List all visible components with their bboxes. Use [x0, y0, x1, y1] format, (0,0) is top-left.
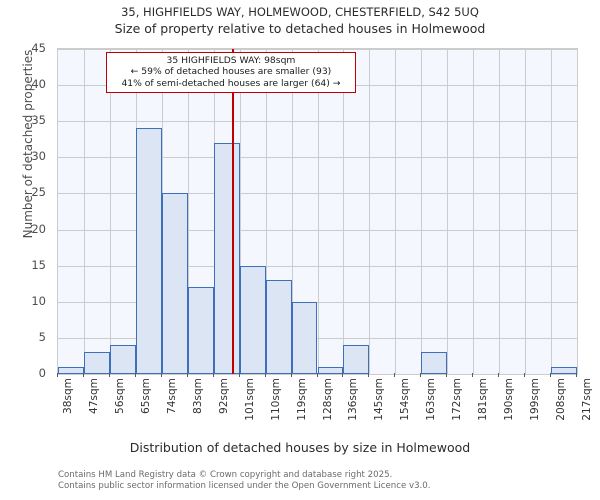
histogram-bar — [317, 366, 344, 374]
chart-title-block: 35, HIGHFIELDS WAY, HOLMEWOOD, CHESTERFI… — [0, 4, 600, 37]
footer-line-1: Contains HM Land Registry data © Crown c… — [58, 470, 393, 480]
histogram-bar — [239, 265, 266, 374]
x-tick-label: 110sqm — [269, 378, 282, 421]
x-tick-label: 181sqm — [477, 378, 490, 421]
x-tick-mark — [446, 373, 448, 377]
histogram-bar — [291, 301, 318, 374]
property-size-marker-line — [231, 49, 234, 374]
y-tick-label: 15 — [31, 257, 46, 272]
histogram-bar — [109, 345, 136, 374]
x-tick-mark — [342, 373, 344, 377]
x-tick-label: 154sqm — [399, 378, 412, 421]
y-tick-label: 25 — [31, 185, 46, 200]
x-tick-mark — [576, 373, 577, 377]
gridline-vertical — [551, 49, 553, 374]
y-tick-label: 45 — [31, 41, 46, 55]
histogram-bar — [83, 352, 110, 374]
x-tick-label: 74sqm — [165, 378, 178, 415]
x-tick-label: 128sqm — [321, 378, 334, 421]
x-tick-mark — [550, 373, 552, 377]
x-tick-mark — [420, 373, 422, 377]
gridline-vertical — [499, 49, 501, 374]
x-tick-mark — [394, 373, 396, 377]
histogram-bar — [187, 287, 214, 374]
x-tick-mark — [524, 373, 526, 377]
histogram-bar — [343, 345, 370, 374]
y-tick-label: 5 — [38, 329, 46, 344]
histogram-bar — [58, 366, 84, 374]
x-tick-label: 101sqm — [243, 378, 256, 421]
gridline-vertical — [109, 49, 111, 374]
y-tick-label: 35 — [31, 113, 46, 128]
chart-title-address: 35, HIGHFIELDS WAY, HOLMEWOOD, CHESTERFI… — [121, 5, 479, 19]
gridline-vertical — [447, 49, 449, 374]
x-tick-mark — [212, 373, 214, 377]
chart-subtitle: Size of property relative to detached ho… — [114, 21, 486, 36]
annotation-line-address: 35 HIGHFIELDS WAY: 98sqm — [166, 55, 296, 66]
x-tick-label: 65sqm — [139, 378, 152, 415]
x-tick-label: 119sqm — [295, 378, 308, 421]
x-tick-mark — [316, 373, 318, 377]
y-tick-label: 40 — [31, 77, 46, 92]
x-tick-label: 208sqm — [555, 378, 568, 421]
x-tick-label: 56sqm — [113, 378, 126, 415]
gridline-vertical — [369, 49, 371, 374]
gridline-vertical — [239, 49, 241, 374]
footer-attribution: Contains HM Land Registry data © Crown c… — [58, 470, 430, 491]
x-tick-label: 199sqm — [529, 378, 542, 421]
y-tick-label: 10 — [31, 293, 46, 308]
x-tick-label: 172sqm — [451, 378, 464, 421]
y-tick-label: 0 — [38, 366, 46, 380]
histogram-bar — [213, 142, 240, 374]
histogram-bar — [421, 352, 448, 374]
histogram-bar — [135, 128, 162, 374]
x-tick-mark — [368, 373, 370, 377]
property-annotation-box: 35 HIGHFIELDS WAY: 98sqm ← 59% of detach… — [105, 52, 356, 94]
x-axis-title: Distribution of detached houses by size … — [129, 440, 471, 455]
x-tick-label: 47sqm — [87, 378, 100, 415]
gridline-vertical — [187, 49, 189, 374]
x-tick-label: 38sqm — [62, 378, 74, 415]
gridline-vertical — [265, 49, 267, 374]
x-tick-mark — [472, 373, 474, 377]
x-tick-mark — [290, 373, 292, 377]
x-tick-mark — [498, 373, 500, 377]
plot-area — [57, 48, 578, 375]
x-tick-mark — [264, 373, 266, 377]
y-tick-label: 20 — [31, 221, 46, 236]
x-tick-mark — [134, 373, 136, 377]
x-tick-label: 145sqm — [373, 378, 386, 421]
x-tick-label: 92sqm — [217, 378, 230, 415]
y-tick-label: 30 — [31, 149, 46, 164]
x-tick-mark — [82, 373, 84, 377]
x-tick-label: 83sqm — [191, 378, 204, 415]
gridline-vertical — [83, 49, 85, 374]
x-tick-mark — [238, 373, 240, 377]
gridline-vertical — [525, 49, 527, 374]
x-tick-label: 163sqm — [425, 378, 438, 421]
histogram-bar — [551, 366, 577, 374]
gridline-vertical — [473, 49, 475, 374]
x-tick-label: 217sqm — [581, 378, 593, 421]
y-axis-title: Number of detached properties — [21, 49, 35, 239]
x-tick-label: 136sqm — [347, 378, 360, 421]
gridline-vertical — [395, 49, 397, 374]
gridline-vertical — [291, 49, 293, 374]
gridline-vertical — [343, 49, 345, 374]
x-tick-mark — [160, 373, 162, 377]
x-tick-mark — [57, 373, 58, 377]
gridline-vertical — [317, 49, 319, 374]
annotation-line-smaller: ← 59% of detached houses are smaller (93… — [130, 66, 332, 78]
footer-line-2: Contains public sector information licen… — [58, 480, 431, 491]
x-tick-label: 190sqm — [503, 378, 516, 421]
x-tick-mark — [108, 373, 110, 377]
annotation-line-larger: 41% of semi-detached houses are larger (… — [121, 77, 341, 89]
histogram-bar — [161, 193, 188, 374]
gridline-vertical — [421, 49, 423, 374]
x-tick-mark — [186, 373, 188, 377]
histogram-bar — [265, 280, 292, 374]
